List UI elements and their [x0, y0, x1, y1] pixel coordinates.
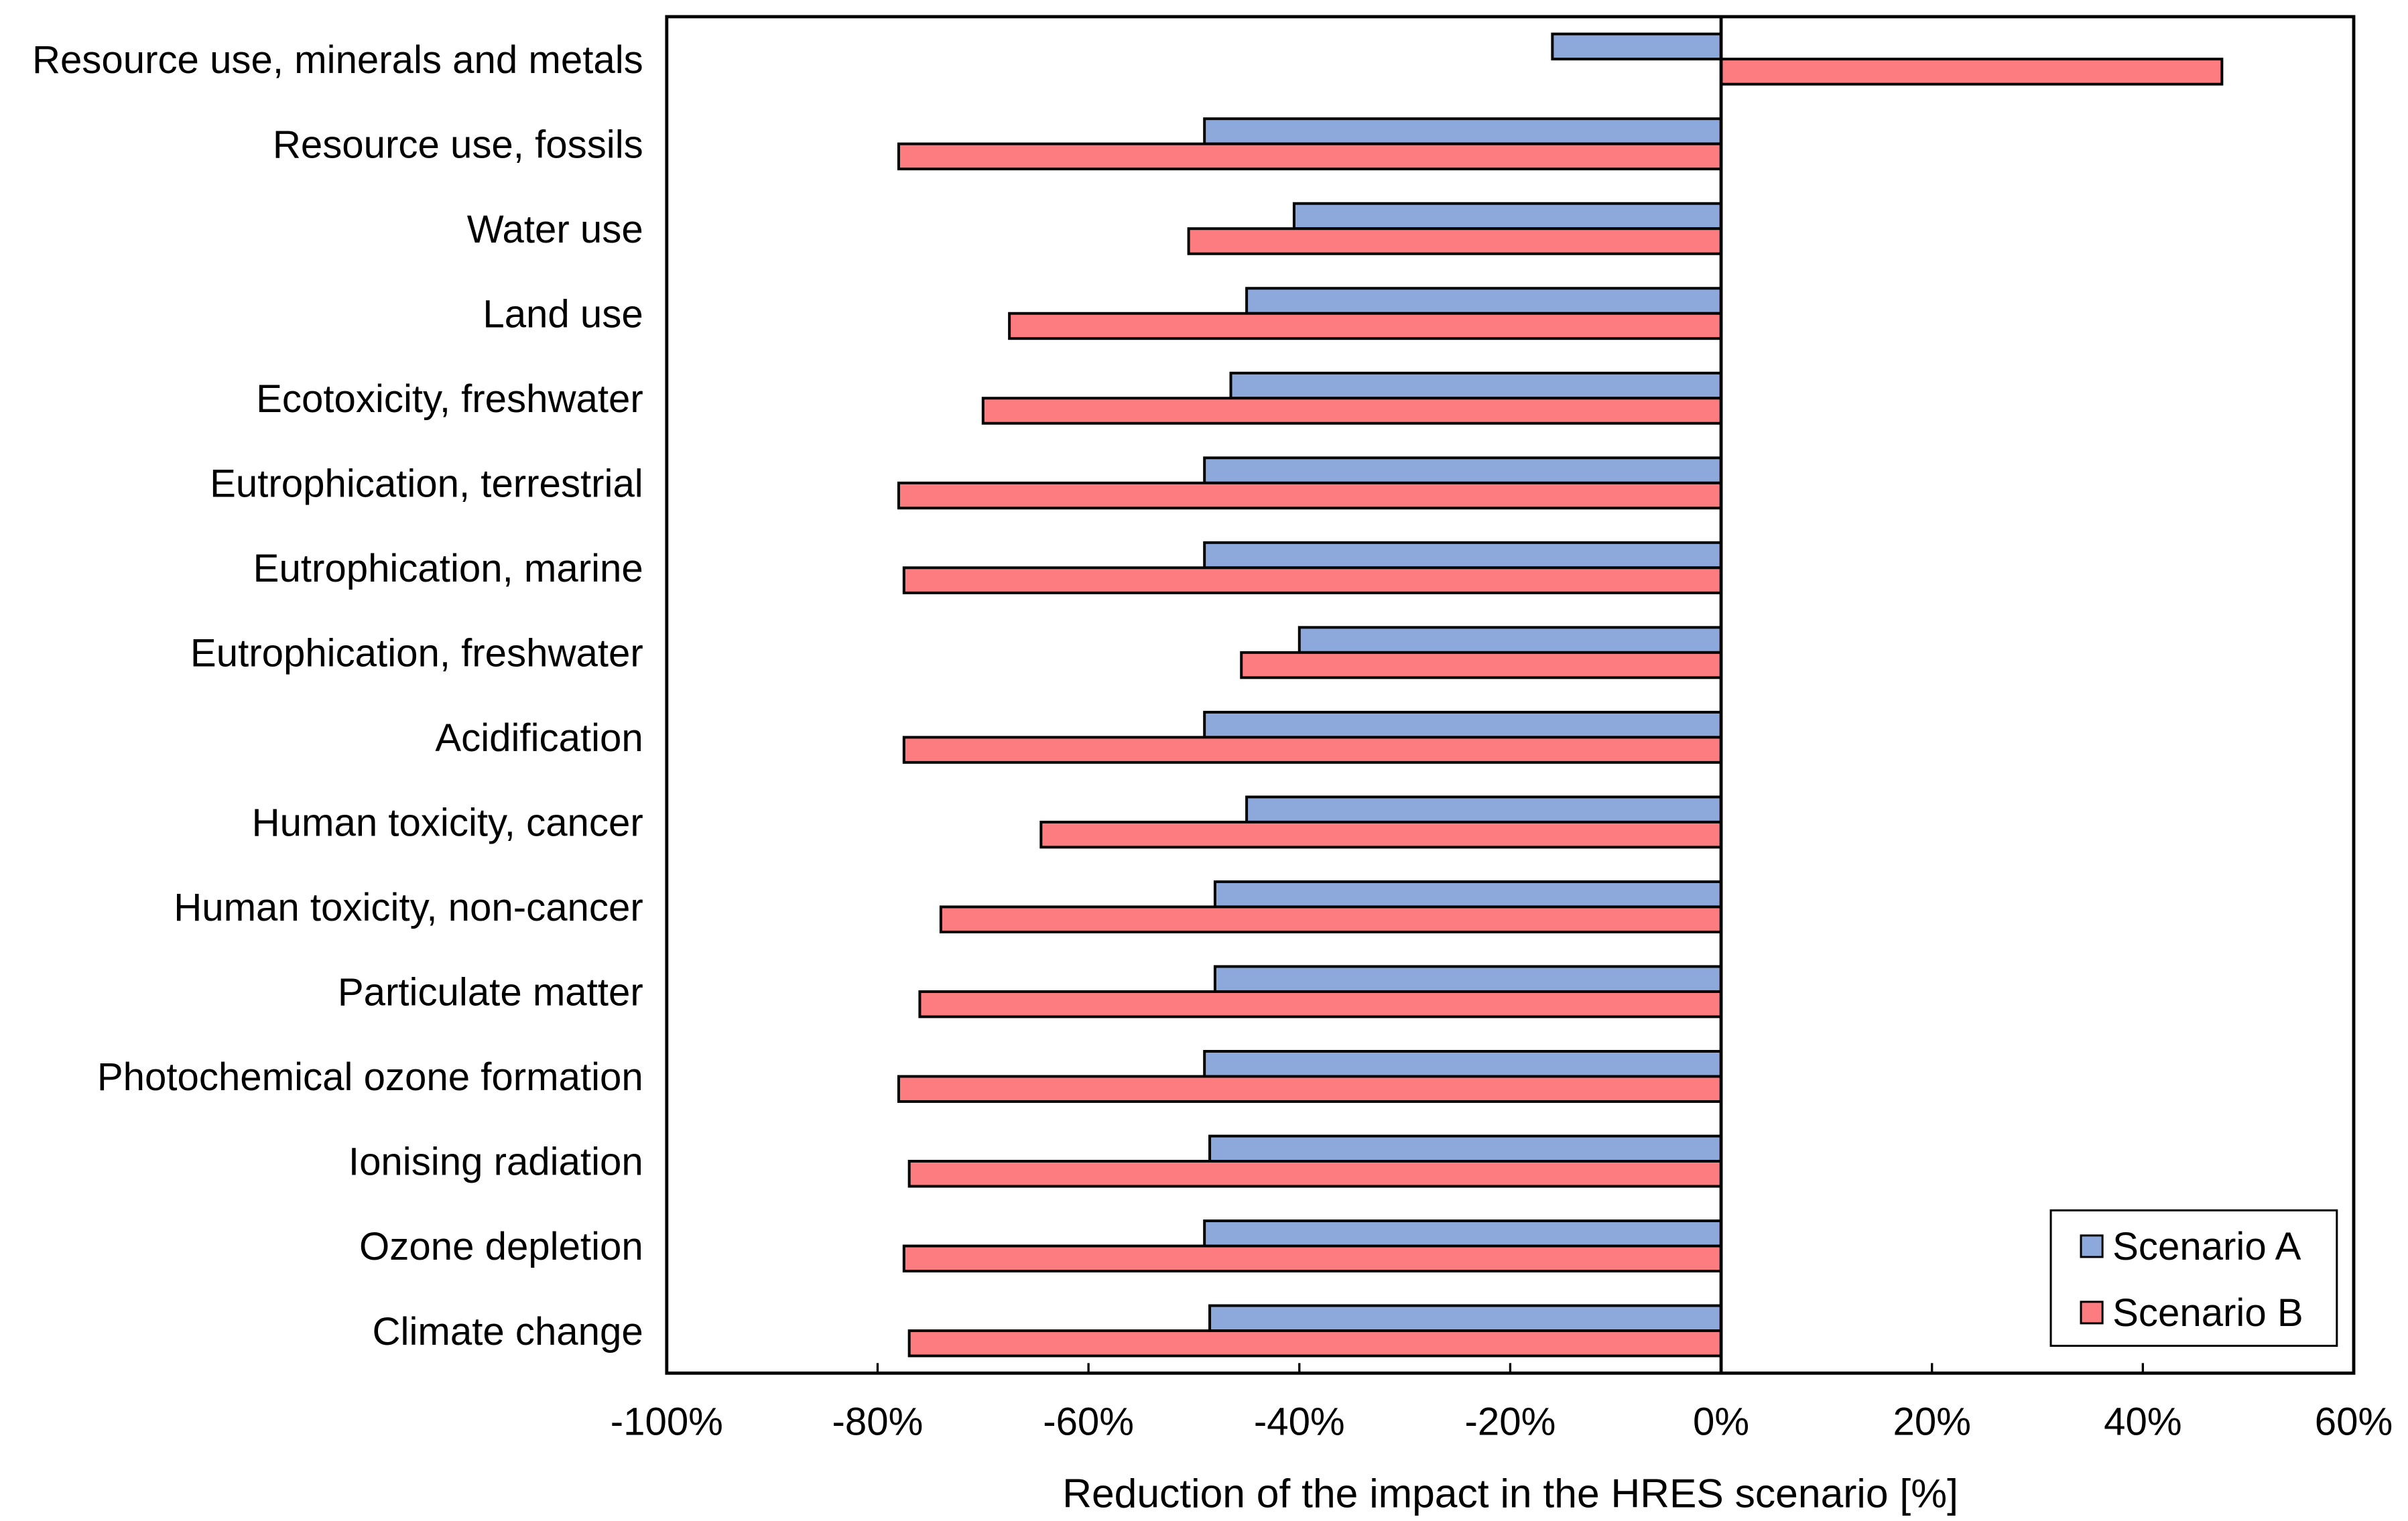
bar-scenario-a: [1203, 1219, 1723, 1248]
bar-scenario-b: [1240, 651, 1723, 679]
x-tick-label: -20%: [1465, 1400, 1556, 1443]
bar-scenario-b: [902, 1244, 1723, 1273]
x-tick-label: 0%: [1693, 1400, 1749, 1443]
category-label: Ozone depletion: [359, 1225, 643, 1268]
bar-scenario-b: [907, 1160, 1723, 1188]
x-tick-label: -40%: [1254, 1400, 1345, 1443]
bar-scenario-b: [902, 566, 1723, 594]
bar-scenario-b: [981, 397, 1723, 425]
bar-scenario-a: [1203, 456, 1723, 484]
legend-layer: Scenario A Scenario B: [2049, 1209, 2338, 1347]
category-label: Human toxicity, non-cancer: [174, 886, 643, 929]
x-tick-label: -60%: [1043, 1400, 1134, 1443]
bar-scenario-b: [897, 481, 1723, 510]
bar-scenario-a: [1213, 880, 1723, 909]
legend-label: Scenario B: [2112, 1291, 2303, 1335]
category-label: Ionising radiation: [348, 1140, 643, 1184]
category-label: Human toxicity, cancer: [252, 801, 643, 845]
bar-scenario-b: [918, 990, 1723, 1018]
x-axis-title: Reduction of the impact in the HRES scen…: [1062, 1470, 1958, 1516]
bar-scenario-b: [1720, 58, 2224, 86]
bar-scenario-a: [1292, 202, 1723, 230]
x-tick-label: 60%: [2315, 1400, 2393, 1443]
bar-scenario-b: [1008, 312, 1723, 340]
bar-scenario-a: [1245, 795, 1723, 823]
category-label: Water use: [467, 208, 643, 251]
bar-scenario-a: [1245, 287, 1723, 315]
x-tick-label: 20%: [1893, 1400, 1970, 1443]
bar-scenario-a: [1203, 117, 1723, 145]
x-tick-label: -100%: [611, 1400, 723, 1443]
bar-scenario-b: [939, 905, 1723, 933]
bar-scenario-a: [1297, 626, 1723, 654]
bar-scenario-a: [1551, 32, 1723, 61]
x-tick-label: -80%: [832, 1400, 924, 1443]
legend-swatch-scenario-a: [2080, 1234, 2104, 1258]
bar-scenario-b: [1187, 227, 1723, 255]
bar-scenario-b: [1039, 820, 1723, 849]
category-label: Particulate matter: [338, 971, 643, 1014]
legend-swatch-scenario-b: [2080, 1301, 2104, 1325]
category-label: Photochemical ozone formation: [97, 1055, 643, 1099]
legend-label: Scenario A: [2112, 1225, 2301, 1268]
bar-scenario-b: [897, 1075, 1723, 1103]
axes-layer: [665, 15, 2356, 1375]
category-label: Eutrophication, marine: [253, 547, 643, 590]
bar-scenario-b: [902, 736, 1723, 764]
x-tick-labels-layer: -100% -80% -60% -40% -20% 0% 20% 40% 60%: [611, 1400, 2393, 1443]
bar-scenario-a: [1208, 1304, 1723, 1333]
bar-scenario-a: [1229, 371, 1723, 400]
category-label: Eutrophication, freshwater: [190, 632, 643, 675]
category-label: Resource use, fossils: [273, 123, 643, 166]
bar-scenario-a: [1203, 1049, 1723, 1078]
bar-scenario-a: [1213, 965, 1723, 993]
category-labels-layer: Resource use, minerals and metals Resourc…: [32, 38, 643, 1353]
category-label: Acidification: [435, 716, 643, 760]
category-label: Ecotoxicity, freshwater: [256, 377, 643, 421]
bar-scenario-a: [1208, 1134, 1723, 1163]
category-label: Eutrophication, terrestrial: [210, 462, 643, 505]
bar-scenario-a: [1203, 710, 1723, 739]
category-label: Climate change: [373, 1310, 643, 1353]
bar-scenario-b: [907, 1329, 1723, 1358]
x-tick-label: 40%: [2104, 1400, 2181, 1443]
category-label: Land use: [483, 292, 643, 336]
category-label: Resource use, minerals and metals: [32, 38, 643, 82]
bar-scenario-b: [897, 142, 1723, 171]
bar-scenario-a: [1203, 541, 1723, 570]
bars-layer: [897, 32, 2224, 1358]
